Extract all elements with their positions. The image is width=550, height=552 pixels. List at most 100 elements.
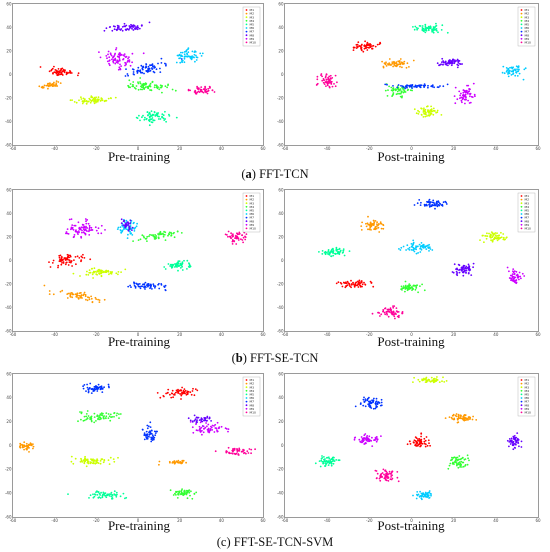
cluster-m6 <box>501 65 527 81</box>
scatter-point <box>186 53 189 56</box>
cluster-m8 <box>103 21 151 32</box>
scatter-point <box>431 84 433 87</box>
scatter-point <box>66 228 69 230</box>
scatter-point <box>163 119 166 121</box>
scatter-point <box>412 239 415 242</box>
scatter-point <box>380 313 383 316</box>
legend-marker <box>245 411 248 414</box>
scatter-point <box>325 463 327 466</box>
scatter-point <box>507 69 509 71</box>
scatter-point <box>442 376 444 379</box>
y-tick-label: -40 <box>277 119 284 124</box>
scatter-point <box>47 85 50 88</box>
scatter-point <box>137 82 140 85</box>
scatter-point <box>421 244 424 247</box>
scatter-point <box>61 289 64 292</box>
scatter-point <box>319 465 322 468</box>
scatter-point <box>180 58 183 60</box>
cluster-m5 <box>314 455 341 468</box>
scatter-point <box>100 412 103 415</box>
y-tick-label: 20 <box>6 48 12 53</box>
x-tick-label: 60 <box>260 332 266 337</box>
scatter-point <box>331 85 334 88</box>
scatter-point <box>167 234 169 237</box>
legend-marker <box>245 37 248 40</box>
x-tick-label: 0 <box>137 146 140 151</box>
scatter-point <box>485 237 488 240</box>
scatter-point <box>505 67 508 69</box>
scatter-point <box>463 267 466 269</box>
scatter-point <box>118 28 121 30</box>
scatter-point <box>377 226 380 229</box>
scatter-point <box>97 490 99 493</box>
scatter-point <box>402 86 405 88</box>
scatter-point <box>68 218 71 221</box>
scatter-point <box>352 49 355 51</box>
scatter-point <box>238 449 241 451</box>
scatter-point <box>84 218 87 220</box>
scatter-point <box>415 287 418 289</box>
scatter-point <box>509 274 512 277</box>
scatter-point <box>361 441 364 444</box>
scatter-point <box>91 273 94 276</box>
scatter-point <box>326 461 329 464</box>
scatter-point <box>140 64 143 67</box>
scatter-point <box>465 91 468 94</box>
scatter-point <box>237 454 240 456</box>
scatter-point <box>392 306 395 309</box>
legend-label: M7 <box>525 216 530 220</box>
scatter-point <box>80 460 83 462</box>
scatter-point <box>195 59 198 61</box>
scatter-point <box>95 298 98 300</box>
scatter-point <box>324 75 327 78</box>
scatter-point <box>104 271 107 274</box>
legend-label: M1 <box>525 8 530 12</box>
scatter-point <box>375 477 378 480</box>
legend-label: M9 <box>250 37 255 41</box>
scatter-point <box>70 455 73 458</box>
scatter-point <box>121 29 124 32</box>
scatter-point <box>435 111 437 114</box>
scatter-point <box>424 491 427 494</box>
scatter-point <box>71 99 73 101</box>
scatter-point <box>207 427 210 430</box>
scatter-point <box>83 99 86 102</box>
tsne-plot-a-post: -60 -40 -20 0 20 40 60 60 40 20 0 -20 -40 -60 M1 M2 M3 M4… <box>277 1 541 151</box>
scatter-point <box>94 493 97 496</box>
legend-label: M7 <box>250 400 255 404</box>
scatter-point <box>146 427 149 430</box>
legend-label: M2 <box>525 382 530 386</box>
scatter-point <box>186 391 188 394</box>
scatter-point <box>97 462 100 464</box>
scatter-point <box>467 457 469 460</box>
scatter-point <box>367 437 370 440</box>
scatter-point <box>126 73 129 75</box>
scatter-point <box>81 223 84 226</box>
scatter-point <box>207 87 210 90</box>
x-tick-label: -60 <box>10 518 17 523</box>
cluster-m4 <box>400 280 426 294</box>
scatter-point <box>366 435 369 437</box>
scatter-point <box>452 271 455 274</box>
scatter-point <box>92 462 95 465</box>
scatter-point <box>180 489 183 492</box>
cluster-m7 <box>141 421 159 443</box>
scatter-point <box>120 218 123 221</box>
scatter-point <box>111 271 114 273</box>
scatter-point <box>374 227 377 229</box>
scatter-point <box>434 204 437 207</box>
scatter-point <box>451 59 454 62</box>
scatter-point <box>173 461 176 464</box>
scatter-point <box>90 420 93 423</box>
scatter-point <box>369 406 371 409</box>
scatter-point <box>84 233 87 236</box>
scatter-point <box>93 385 96 388</box>
scatter-point <box>341 285 344 288</box>
scatter-point <box>235 243 238 245</box>
scatter-point <box>371 45 373 47</box>
scatter-point <box>441 24 444 27</box>
scatter-point <box>388 64 390 66</box>
scatter-point <box>449 61 451 63</box>
scatter-point <box>111 58 113 61</box>
scatter-point <box>189 391 192 394</box>
